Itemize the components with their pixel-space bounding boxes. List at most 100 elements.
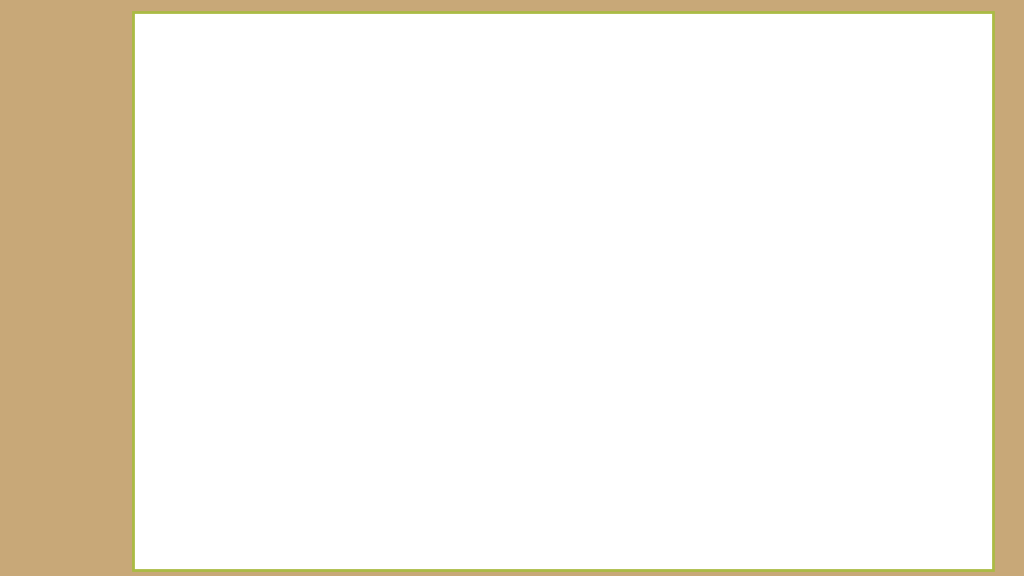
Text: 34: 34 [821,213,833,221]
Text: Cd: Cd [683,260,698,270]
Text: 68: 68 [787,404,798,413]
Text: 99: 99 [754,435,764,444]
Text: 89: 89 [379,313,389,322]
FancyBboxPatch shape [879,275,911,308]
FancyBboxPatch shape [572,208,604,241]
Text: C: C [755,160,763,169]
Text: 14: 14 [754,179,764,188]
FancyBboxPatch shape [709,400,741,430]
Text: 63: 63 [617,404,628,413]
Text: Cf: Cf [719,448,731,458]
FancyBboxPatch shape [470,431,503,461]
Text: Hf: Hf [412,294,425,304]
Text: Uup: Uup [781,328,805,338]
FancyBboxPatch shape [606,309,639,342]
FancyBboxPatch shape [538,400,570,430]
FancyBboxPatch shape [776,400,809,430]
Text: 96: 96 [651,435,662,444]
FancyBboxPatch shape [368,309,400,342]
FancyBboxPatch shape [401,309,434,342]
FancyBboxPatch shape [436,309,468,342]
Text: Cr: Cr [479,227,493,237]
Text: Ti: Ti [413,227,423,237]
Text: Pd: Pd [614,260,630,270]
Text: As: As [785,227,800,237]
Text: 41: 41 [446,246,458,255]
FancyBboxPatch shape [334,175,366,207]
Text: 26: 26 [549,213,559,221]
FancyBboxPatch shape [742,400,775,430]
FancyBboxPatch shape [742,141,775,173]
Text: Rn: Rn [888,294,903,304]
Text: Rh: Rh [581,260,596,270]
Text: 85: 85 [856,279,866,289]
FancyBboxPatch shape [640,275,673,308]
FancyBboxPatch shape [742,175,775,207]
FancyBboxPatch shape [811,141,843,173]
Text: 74: 74 [480,279,492,289]
Text: 8: 8 [824,145,829,154]
Text: 11: 11 [310,179,321,188]
Text: Ir: Ir [584,294,593,304]
FancyBboxPatch shape [742,431,775,461]
Text: 92: 92 [515,435,525,444]
Text: Sn: Sn [752,260,766,270]
Text: Ca: Ca [342,227,357,237]
FancyBboxPatch shape [845,241,878,274]
FancyBboxPatch shape [334,208,366,241]
Text: 103: 103 [887,435,903,444]
Text: 71: 71 [890,404,900,413]
Text: Lr: Lr [889,448,901,458]
FancyBboxPatch shape [401,275,434,308]
FancyBboxPatch shape [742,275,775,308]
Text: 62: 62 [583,404,594,413]
Text: 80: 80 [685,279,696,289]
Text: 91: 91 [481,435,492,444]
FancyBboxPatch shape [811,400,843,430]
Text: 97: 97 [685,435,696,444]
Text: 3: 3 [313,145,318,154]
FancyBboxPatch shape [334,275,366,308]
Text: Mt: Mt [581,328,596,338]
FancyBboxPatch shape [299,208,332,241]
FancyBboxPatch shape [640,208,673,241]
FancyBboxPatch shape [776,241,809,274]
Text: 30: 30 [685,213,695,221]
Text: Si: Si [753,193,764,203]
Text: 73: 73 [446,279,458,289]
Text: Uuo: Uuo [884,328,906,338]
Text: increases: increases [249,237,262,296]
Text: 72: 72 [413,279,423,289]
Text: P: P [788,193,797,203]
Text: 35: 35 [856,213,866,221]
FancyBboxPatch shape [776,208,809,241]
Text: 110: 110 [614,313,630,322]
Text: 37: 37 [310,246,321,255]
FancyBboxPatch shape [368,241,400,274]
Text: ** Actinides: ** Actinides [345,442,398,450]
FancyBboxPatch shape [811,431,843,461]
FancyBboxPatch shape [436,400,468,430]
FancyBboxPatch shape [675,309,707,342]
FancyBboxPatch shape [299,107,332,140]
Text: 27: 27 [583,213,594,221]
FancyBboxPatch shape [572,275,604,308]
Text: 94: 94 [583,435,594,444]
FancyBboxPatch shape [811,241,843,274]
Text: Ba: Ba [342,294,357,304]
Text: Te: Te [820,260,834,270]
Text: Zn: Zn [683,227,698,237]
Text: Ga: Ga [717,227,732,237]
Text: Bk: Bk [683,448,698,458]
Text: Kr: Kr [889,227,901,237]
Text: 45: 45 [583,246,594,255]
Text: Period Trend:: Period Trend: [399,141,650,175]
FancyBboxPatch shape [845,141,878,173]
Text: 82: 82 [754,279,764,289]
Text: 58: 58 [446,404,458,413]
Text: Uut: Uut [714,328,735,338]
Text: 44: 44 [549,246,559,255]
Text: Uus: Uus [850,328,872,338]
FancyBboxPatch shape [470,208,503,241]
FancyBboxPatch shape [538,208,570,241]
